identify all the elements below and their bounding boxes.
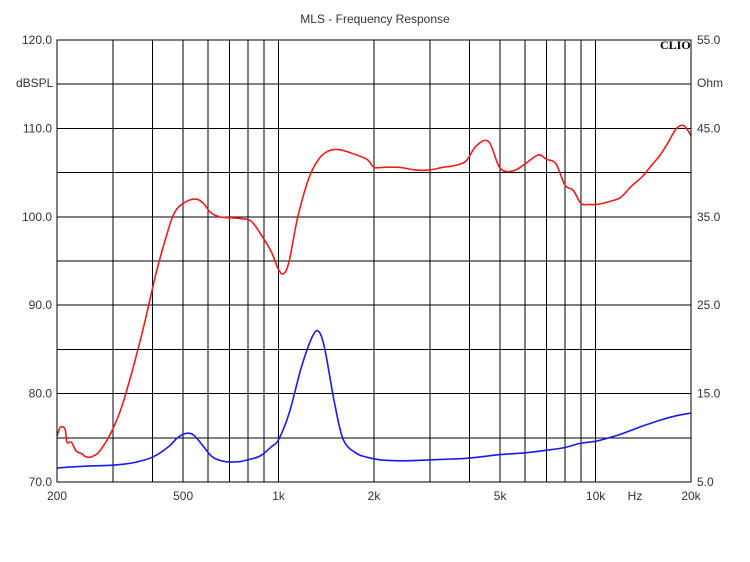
right-tick-label: 45.0 xyxy=(697,121,721,135)
x-tick-label: 200 xyxy=(47,489,67,503)
right-axis-unit: Ohm xyxy=(697,76,723,90)
spl-curve xyxy=(56,124,692,459)
left-tick-label: 100.0 xyxy=(22,210,52,224)
x-tick-label: 500 xyxy=(173,489,193,503)
grid xyxy=(57,40,691,482)
tick-labels: 200 500 1k 2k 5k 10k 20k 120.0 110.0 100.0 90.0 80.… xyxy=(22,33,721,503)
x-tick-label: 1k xyxy=(272,489,286,503)
x-tick-label: 20k xyxy=(681,489,701,503)
right-tick-label: 15.0 xyxy=(697,387,721,401)
chart-title: MLS - Frequency Response xyxy=(300,12,450,26)
right-tick-label: 35.0 xyxy=(697,210,721,224)
series-group xyxy=(56,124,692,469)
left-tick-label: 110.0 xyxy=(23,121,52,135)
right-tick-label: 55.0 xyxy=(697,33,721,47)
x-tick-label: 10k xyxy=(586,489,606,503)
x-axis-unit: Hz xyxy=(628,489,643,503)
right-tick-label: 5.0 xyxy=(697,475,714,489)
right-tick-label: 25.0 xyxy=(697,298,721,312)
impedance-curve xyxy=(56,329,692,469)
left-tick-label: 90.0 xyxy=(29,298,53,312)
plot-frame xyxy=(56,39,692,483)
left-axis-unit: dBSPL xyxy=(16,76,54,90)
left-tick-label: 80.0 xyxy=(29,387,53,401)
left-tick-label: 120.0 xyxy=(22,33,52,47)
left-tick-label: 70.0 xyxy=(29,475,53,489)
clio-brand: CLIO xyxy=(660,38,691,52)
x-tick-label: 5k xyxy=(494,489,508,503)
x-tick-label: 2k xyxy=(368,489,382,503)
